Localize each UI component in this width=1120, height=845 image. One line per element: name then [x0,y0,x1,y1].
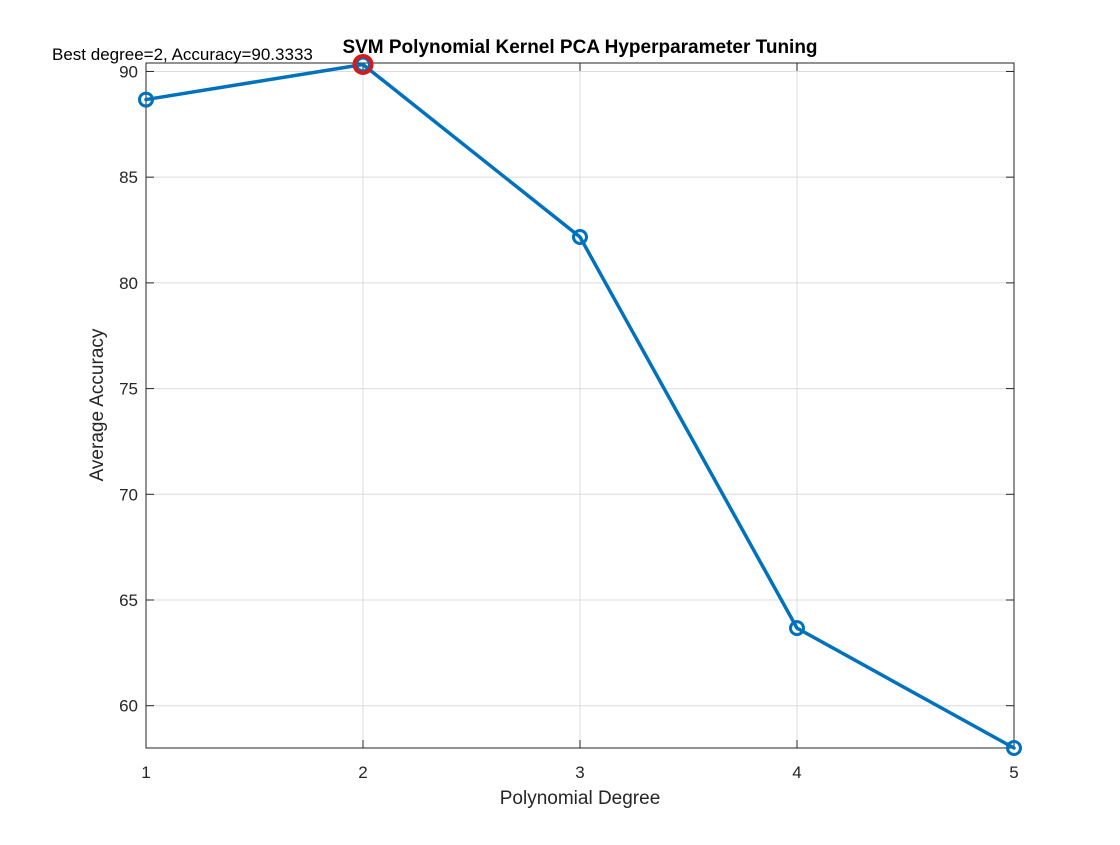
data-point-marker [138,91,154,108]
data-point-marker [789,620,805,637]
best-annotation: Best degree=2, Accuracy=90.3333 [52,45,313,64]
x-tick-label: 5 [1009,763,1018,782]
y-axis-label: Average Accuracy [87,328,108,481]
y-tick-label: 85 [119,168,138,187]
text-layer: Best degree=2, Accuracy=90.3333 SVM Poly… [52,37,818,809]
y-tick-label: 60 [119,697,138,716]
x-tick-label: 4 [792,763,801,782]
x-tick-label: 2 [358,763,367,782]
data-point-marker [1006,740,1022,756]
y-tick-label: 80 [119,274,138,293]
y-tick-label: 65 [119,591,138,610]
x-tick-label: 3 [575,763,584,782]
highlight-layer [352,53,374,75]
x-axis-label: Polynomial Degree [500,788,661,809]
series-line [144,62,1016,750]
y-tick-label: 90 [119,62,138,81]
y-tick-label: 75 [119,380,138,399]
x-tick-label: 1 [141,763,150,782]
best-point-marker [352,53,374,75]
y-tick-label: 70 [119,485,138,504]
data-point-marker [572,228,588,245]
chart-title: SVM Polynomial Kernel PCA Hyperparameter… [342,37,817,58]
